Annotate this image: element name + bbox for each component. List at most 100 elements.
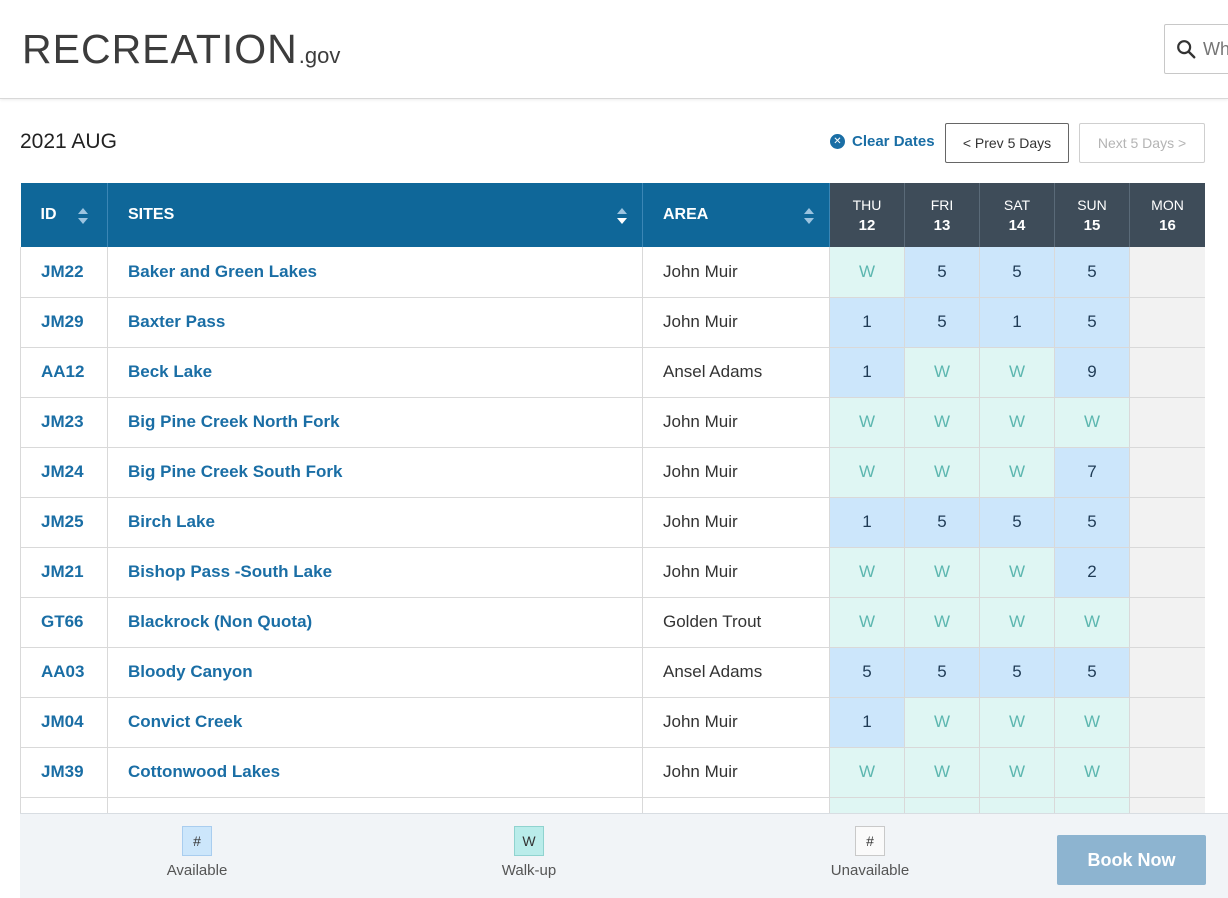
availability-cell[interactable]: W [904,597,980,648]
available-label: Available [166,862,228,879]
clear-dates-link[interactable]: ✕ Clear Dates [830,133,935,150]
availability-table: ID SITES AREA THU 12 [20,183,1205,813]
site-name-link[interactable] [107,797,643,813]
site-name-link[interactable]: Convict Creek [107,697,643,748]
availability-cell[interactable]: 5 [979,497,1055,548]
availability-cell[interactable]: W [1054,597,1130,648]
availability-cell[interactable]: W [979,447,1055,498]
site-id-link[interactable]: JM25 [20,497,108,548]
availability-cell[interactable]: 5 [1054,297,1130,348]
table-row: AA12 Beck Lake Ansel Adams 1 W W 9 [20,347,1205,398]
site-id-link[interactable]: AA03 [20,647,108,698]
availability-cell[interactable]: W [829,797,905,813]
book-now-button[interactable]: Book Now [1057,835,1206,885]
site-name-link[interactable]: Baker and Green Lakes [107,247,643,298]
unavailable-label: Unavailable [830,862,910,879]
availability-cell[interactable]: W [829,747,905,798]
area-column-header[interactable]: AREA [642,183,830,247]
availability-cell[interactable]: W [829,397,905,448]
availability-cell[interactable]: W [829,447,905,498]
availability-cell[interactable]: 9 [1054,347,1130,398]
availability-cell[interactable]: W [979,397,1055,448]
availability-cell[interactable]: W [1054,797,1130,813]
site-id-link[interactable]: JM21 [20,547,108,598]
legend-walkup: W Walk-up [469,826,589,879]
site-name-link[interactable]: Beck Lake [107,347,643,398]
availability-cell[interactable]: W [829,547,905,598]
availability-cell[interactable]: W [904,747,980,798]
availability-cell[interactable]: W [829,247,905,298]
availability-cell[interactable]: 5 [829,647,905,698]
site-name-link[interactable]: Baxter Pass [107,297,643,348]
site-name-link[interactable]: Bishop Pass -South Lake [107,547,643,598]
site-id-link[interactable]: JM23 [20,397,108,448]
availability-cell[interactable]: W [979,597,1055,648]
site-id-link[interactable]: GT66 [20,597,108,648]
area-cell: John Muir [642,447,830,498]
search-box[interactable] [1164,24,1228,74]
availability-cell[interactable]: 5 [1054,497,1130,548]
availability-cell[interactable]: W [904,347,980,398]
table-header-row: ID SITES AREA THU 12 [20,183,1205,247]
availability-cell[interactable]: W [1054,747,1130,798]
availability-cell [1129,447,1205,498]
site-id-link[interactable] [20,797,108,813]
sites-column-header[interactable]: SITES [107,183,643,247]
availability-cell[interactable]: 5 [1054,247,1130,298]
site-name-link[interactable]: Bloody Canyon [107,647,643,698]
site-id-link[interactable]: AA12 [20,347,108,398]
availability-cell[interactable]: 5 [979,247,1055,298]
site-name-link[interactable]: Big Pine Creek North Fork [107,397,643,448]
availability-cell[interactable]: 1 [829,697,905,748]
month-title: 2021 AUG [20,130,117,153]
walkup-label: Walk-up [501,862,557,879]
site-name-link[interactable]: Cottonwood Lakes [107,747,643,798]
availability-cell[interactable]: 5 [904,247,980,298]
site-name-link[interactable]: Birch Lake [107,497,643,548]
availability-cell[interactable]: 2 [1054,547,1130,598]
search-input[interactable] [1203,38,1228,60]
table-row: AA03 Bloody Canyon Ansel Adams 5 5 5 5 [20,647,1205,698]
walkup-swatch: W [514,826,544,856]
site-id-link[interactable]: JM29 [20,297,108,348]
day-header: THU 12 [829,183,905,247]
day-of-week: SAT [1003,196,1031,213]
day-header: FRI 13 [904,183,980,247]
table-row: JM23 Big Pine Creek North Fork John Muir W W… [20,397,1205,448]
availability-cell[interactable]: 1 [979,297,1055,348]
availability-cell[interactable]: W [979,547,1055,598]
site-name-link[interactable]: Big Pine Creek South Fork [107,447,643,498]
availability-cell[interactable]: 5 [1054,647,1130,698]
area-cell: John Muir [642,497,830,548]
availability-cell[interactable]: W [904,397,980,448]
availability-cell[interactable]: W [904,447,980,498]
availability-cell[interactable]: W [979,347,1055,398]
recreation-gov-logo[interactable]: RECREATION .gov [22,27,340,71]
availability-cell[interactable]: W [904,697,980,748]
availability-cell[interactable]: W [904,797,980,813]
availability-cell[interactable]: W [829,597,905,648]
site-id-link[interactable]: JM24 [20,447,108,498]
availability-cell[interactable]: W [979,797,1055,813]
site-name-link[interactable]: Blackrock (Non Quota) [107,597,643,648]
availability-cell[interactable]: W [979,747,1055,798]
availability-cell[interactable]: 1 [829,497,905,548]
availability-cell[interactable]: 1 [829,347,905,398]
availability-cell[interactable]: W [904,547,980,598]
id-column-header[interactable]: ID [20,183,108,247]
availability-cell[interactable]: 5 [979,647,1055,698]
availability-cell[interactable]: 7 [1054,447,1130,498]
availability-cell[interactable]: 5 [904,497,980,548]
availability-cell[interactable]: 5 [904,297,980,348]
prev-5-days-button[interactable]: < Prev 5 Days [945,123,1069,163]
availability-cell[interactable]: W [1054,697,1130,748]
area-cell: John Muir [642,697,830,748]
site-id-link[interactable]: JM04 [20,697,108,748]
availability-cell[interactable]: 5 [904,647,980,698]
availability-cell[interactable]: 1 [829,297,905,348]
site-id-link[interactable]: JM22 [20,247,108,298]
availability-cell[interactable]: W [1054,397,1130,448]
site-id-link[interactable]: JM39 [20,747,108,798]
availability-cell[interactable]: W [979,697,1055,748]
next-5-days-button[interactable]: Next 5 Days > [1079,123,1205,163]
